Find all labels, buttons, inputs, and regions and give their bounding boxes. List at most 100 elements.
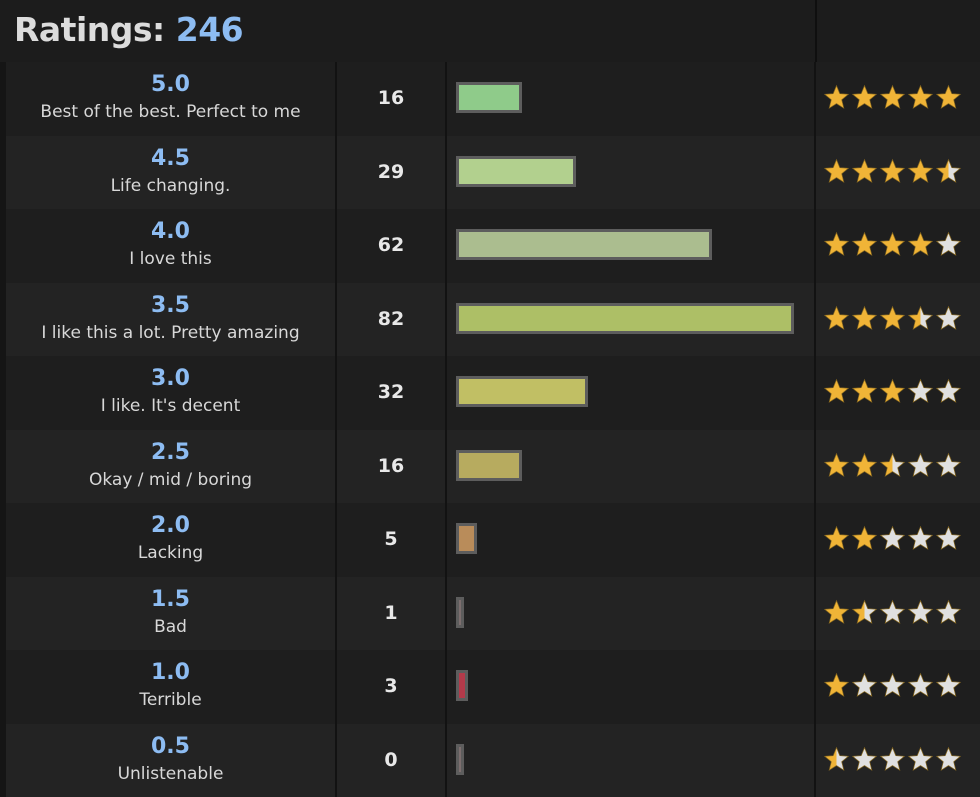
star-icon	[851, 231, 878, 256]
star-icon	[851, 158, 878, 183]
stars-cell	[816, 136, 980, 210]
rating-value: 1.0	[151, 660, 190, 685]
bar-cell	[447, 430, 814, 504]
rating-value: 4.5	[151, 145, 190, 171]
star-rating	[823, 746, 962, 774]
star-icon	[879, 672, 906, 697]
star-icon	[935, 84, 962, 109]
rating-count: 32	[377, 381, 405, 403]
star-icon	[879, 305, 906, 330]
star-icon	[935, 672, 962, 697]
rating-description: Life changing.	[110, 175, 231, 196]
rating-cell: 3.0 I like. It's decent	[6, 356, 335, 430]
bar-cell	[447, 62, 814, 136]
rating-count: 29	[377, 160, 405, 183]
rating-count: 82	[377, 307, 405, 330]
star-icon	[851, 599, 878, 624]
star-icon	[907, 672, 934, 697]
star-icon	[823, 158, 850, 183]
rating-bar	[456, 229, 712, 260]
left-edge	[0, 62, 6, 797]
star-icon	[935, 452, 962, 477]
star-icon	[935, 378, 962, 403]
rating-count: 62	[377, 234, 405, 256]
star-icon	[907, 158, 934, 183]
star-icon	[823, 672, 850, 697]
star-rating	[823, 84, 962, 112]
star-icon	[879, 746, 906, 771]
ratings-header: Ratings: 246	[0, 0, 980, 62]
rating-cell: 3.5 I like this a lot. Pretty amazing	[6, 283, 335, 357]
stars-cell	[816, 650, 980, 724]
page-title: Ratings: 246	[14, 10, 244, 49]
star-icon	[823, 746, 850, 771]
star-rating	[823, 158, 962, 186]
rating-description: Lacking	[137, 543, 204, 563]
rating-bar	[456, 523, 477, 554]
rating-row: 0.5 Unlistenable 0	[6, 723, 980, 797]
column-divider	[335, 62, 337, 797]
header-divider	[815, 0, 817, 62]
rating-value: 2.5	[151, 439, 190, 465]
rating-description: I like this a lot. Pretty amazing	[41, 322, 300, 343]
star-icon	[907, 231, 934, 256]
star-rating	[823, 452, 962, 480]
ratings-total: 246	[175, 10, 244, 49]
rating-description: Best of the best. Perfect to me	[40, 102, 301, 122]
stars-cell	[816, 430, 980, 504]
star-icon	[907, 378, 934, 403]
stars-cell	[816, 356, 980, 430]
bar-cell	[447, 209, 814, 283]
stars-cell	[816, 283, 980, 357]
star-icon	[907, 452, 934, 477]
rating-description: Okay / mid / boring	[88, 469, 253, 490]
star-icon	[935, 305, 962, 330]
star-icon	[907, 525, 934, 550]
bar-cell	[447, 283, 814, 357]
rating-count: 1	[384, 601, 398, 624]
rating-value: 4.0	[151, 219, 190, 244]
rating-row: 1.5 Bad 1	[6, 576, 980, 651]
star-icon	[907, 599, 934, 624]
rating-value: 1.5	[151, 586, 190, 612]
rating-cell: 5.0 Best of the best. Perfect to me	[6, 62, 335, 136]
rating-cell: 2.5 Okay / mid / boring	[6, 430, 335, 504]
star-icon	[879, 452, 906, 477]
rating-value: 3.0	[151, 366, 190, 391]
bar-cell	[447, 650, 814, 724]
column-divider	[814, 62, 816, 797]
star-rating	[823, 599, 962, 627]
star-icon	[879, 599, 906, 624]
star-icon	[879, 84, 906, 109]
rating-row: 3.5 I like this a lot. Pretty amazing 82	[6, 282, 980, 357]
rating-row: 4.5 Life changing. 29	[6, 135, 980, 210]
star-icon	[851, 305, 878, 330]
rating-row: 4.0 I love this 62	[6, 209, 980, 283]
stars-cell	[816, 724, 980, 797]
star-icon	[935, 599, 962, 624]
rating-description: Bad	[154, 616, 187, 637]
rating-description: I like. It's decent	[100, 396, 241, 416]
star-icon	[823, 378, 850, 403]
star-icon	[907, 305, 934, 330]
rating-count: 0	[384, 748, 398, 771]
ratings-table: 5.0 Best of the best. Perfect to me 16 4.5 L…	[6, 62, 980, 797]
rating-bar	[456, 743, 464, 775]
rating-row: 2.0 Lacking 5	[6, 503, 980, 577]
rating-row: 1.0 Terrible 3	[6, 650, 980, 724]
rating-value: 3.5	[151, 292, 190, 318]
rating-bar	[456, 376, 588, 407]
rating-row: 5.0 Best of the best. Perfect to me 16	[6, 62, 980, 136]
rating-description: I love this	[129, 249, 212, 269]
bar-cell	[447, 356, 814, 430]
rating-bar	[456, 155, 576, 187]
rating-bar	[456, 596, 464, 628]
star-rating	[823, 231, 962, 259]
count-cell: 16	[337, 430, 445, 504]
bar-cell	[447, 577, 814, 651]
bar-cell	[447, 503, 814, 577]
rating-cell: 1.5 Bad	[6, 577, 335, 651]
star-icon	[823, 305, 850, 330]
rating-count: 16	[377, 454, 405, 477]
